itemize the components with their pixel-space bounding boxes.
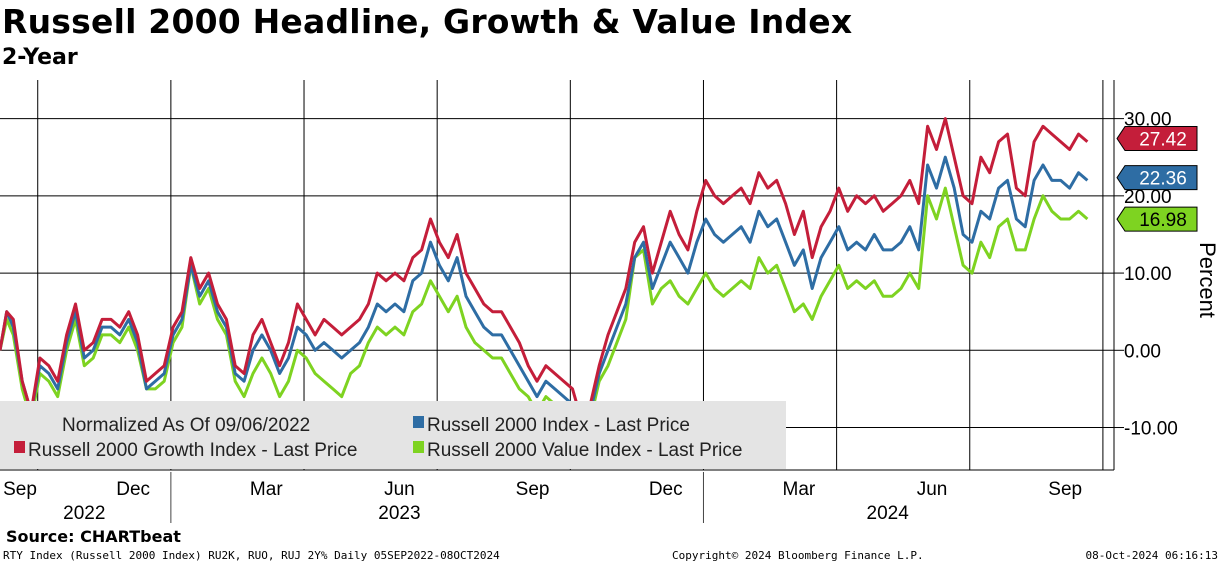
legend-label-index: Russell 2000 Index - Last Price [427,415,690,436]
x-year-label: 2022 [63,503,105,524]
y-axis-label: Percent [1195,242,1220,318]
chart-title: Russell 2000 Headline, Growth & Value In… [2,2,853,41]
last-value-text-index: 22.36 [1139,169,1187,190]
x-tick-label: Mar [783,479,816,500]
x-tick-label: Jun [917,479,948,500]
last-value-text-value: 16.98 [1139,210,1187,231]
y-axis: 30.00 20.00 10.00 0.00 -10.00 [1114,110,1178,440]
chart-subtitle: 2-Year [2,45,78,70]
source-note: Source: CHARTbeat [6,527,181,546]
y-tick-label: -10.00 [1124,419,1178,440]
series-line-index [0,155,1089,422]
legend-swatch-growth [14,441,25,453]
x-year-label: 2024 [867,503,910,524]
y-tick-label: 20.00 [1124,187,1172,208]
series-line-value [0,186,1089,429]
last-value-tag-index [1116,165,1198,191]
x-year-label: 2023 [378,503,420,524]
x-tick-label: Jun [384,479,415,500]
x-tick-label: Sep [1048,479,1082,500]
x-tick-label: Dec [649,479,683,500]
last-value-labels: 27.42 22.36 16.98 [1116,126,1198,232]
last-value-tag-growth [1116,126,1198,152]
legend-swatch-value [413,441,424,453]
last-value-tag-value [1116,206,1198,232]
legend: Normalized As Of 09/06/2022 Russell 2000… [0,401,786,469]
legend-swatch-index [413,416,424,428]
y-tick-label: 0.00 [1124,341,1161,362]
legend-note: Normalized As Of 09/06/2022 [62,415,310,436]
x-tick-label: Sep [516,479,550,500]
legend-label-value: Russell 2000 Value Index - Last Price [427,440,742,461]
series-line-growth [0,117,1089,422]
x-tick-label: Mar [250,479,283,500]
y-tick-label: 30.00 [1124,110,1172,131]
x-tick-label: Sep [3,479,37,500]
footer-timestamp: 08-Oct-2024 06:16:13 [1085,549,1218,562]
legend-background [0,401,786,469]
footer-security-info: RTY Index (Russell 2000 Index) RU2K, RUO… [3,549,500,562]
x-tick-label: Dec [116,479,150,500]
footer-copyright: Copyright© 2024 Bloomberg Finance L.P. [672,549,924,562]
legend-label-growth: Russell 2000 Growth Index - Last Price [28,440,358,461]
x-axis: Sep Dec Mar Jun Sep Dec Mar Jun Sep 2022 2023 2024 [3,472,1082,524]
last-value-text-growth: 27.42 [1139,130,1187,151]
y-tick-label: 10.00 [1124,264,1172,285]
